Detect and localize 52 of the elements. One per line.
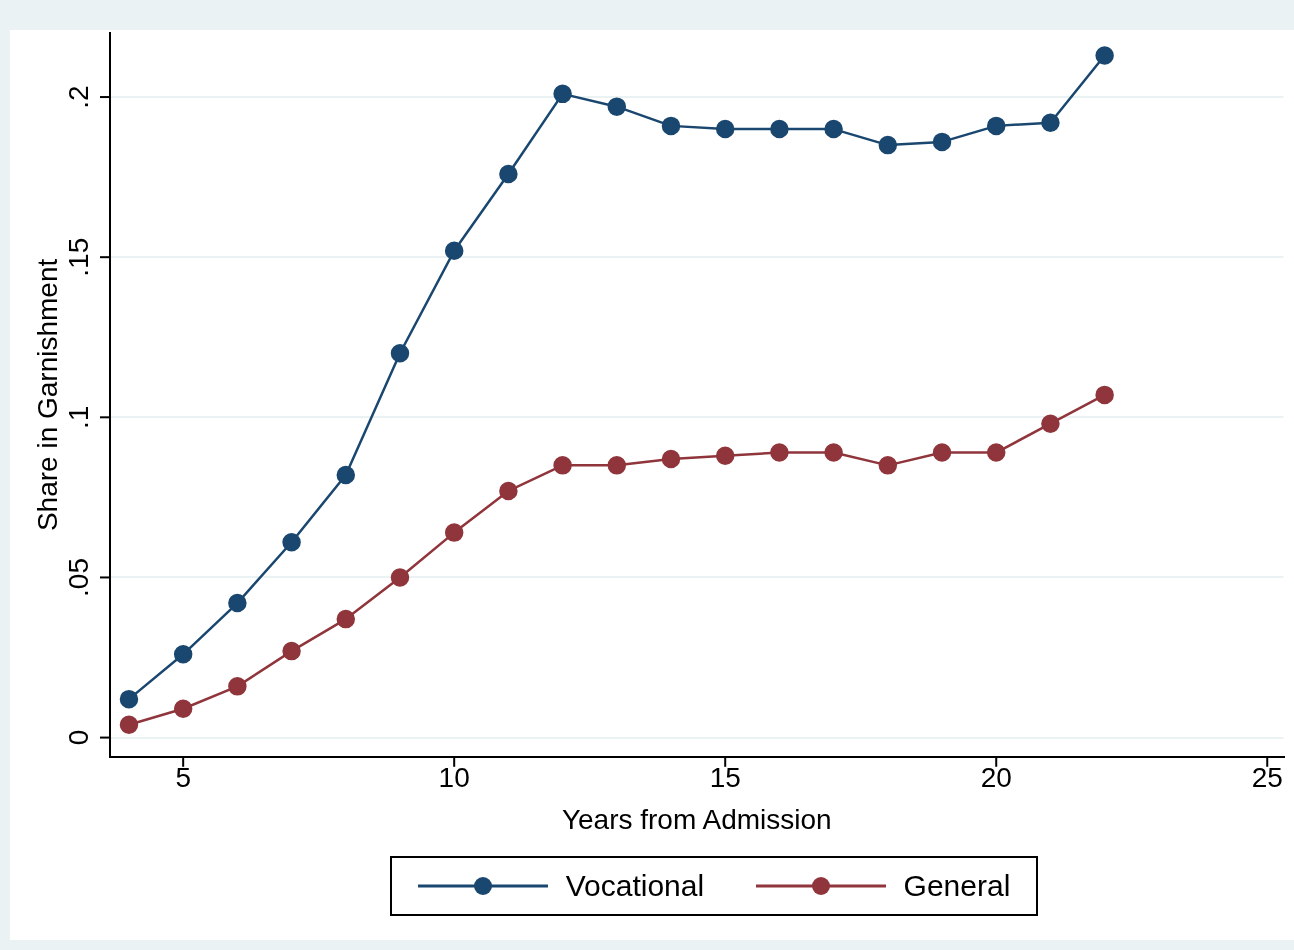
x-tick-label: 15 [709,762,741,794]
point [770,119,789,139]
point [173,645,193,664]
point [661,449,681,469]
point [1095,385,1114,405]
point [228,677,247,696]
point [878,135,898,155]
point [390,344,410,363]
point [228,593,247,613]
point [824,443,843,462]
point [1041,414,1060,433]
x-tick-label: 10 [438,762,470,794]
point [715,119,735,139]
point [173,699,193,719]
point [986,116,1006,136]
point [336,465,356,485]
x-axis-title: Years from Admission [561,803,832,835]
point [553,456,572,475]
legend-label: General [903,869,1011,903]
point [282,641,301,661]
point [878,456,898,475]
point [444,241,464,261]
point [715,446,735,465]
point [499,164,518,184]
point [607,456,627,475]
point [770,443,789,462]
y-tick-label: .1 [62,405,94,429]
point [1041,113,1060,132]
y-tick-label: .15 [62,237,94,277]
point [119,689,139,709]
point [661,116,681,136]
y-axis-title: Share in Garnishment [31,258,63,532]
x-tick-label: 25 [1251,762,1283,794]
point [824,119,843,139]
point [499,481,518,501]
point [1095,46,1114,65]
y-tick-label: 0 [62,729,94,746]
x-tick-label: 5 [175,762,191,794]
point [553,84,572,104]
point [336,609,356,629]
point [986,443,1006,462]
point [607,97,627,116]
point [119,715,139,735]
point [390,568,410,587]
point [444,523,464,542]
point [932,443,952,462]
y-tick-label: .05 [62,557,94,597]
point [932,132,952,152]
legend-label: Vocational [565,869,705,903]
point [282,532,301,552]
x-tick-label: 20 [980,762,1012,794]
y-tick-label: .2 [62,85,94,109]
